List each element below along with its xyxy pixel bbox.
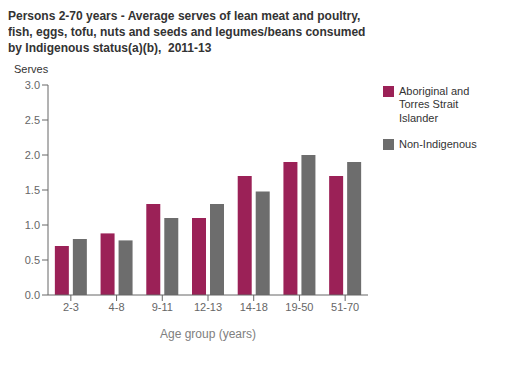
svg-text:1.0: 1.0	[25, 218, 40, 230]
svg-text:2-3: 2-3	[63, 300, 79, 312]
html-text:Non-Indigenous: Non-Indigenous	[399, 137, 477, 150]
svg-text:51-70: 51-70	[331, 300, 359, 312]
svg-text:19-50: 19-50	[285, 300, 313, 312]
svg-text:14-18: 14-18	[240, 300, 268, 312]
svg-text:2.5: 2.5	[25, 113, 40, 125]
html-text:Serves: Serves	[14, 62, 49, 75]
svg-text:Age group (years): Age group (years)	[160, 327, 256, 341]
svg-text:12-13: 12-13	[194, 300, 222, 312]
html-text:Persons 2-70 years - Average s: Persons 2-70 years - Average serves of l…	[8, 9, 361, 23]
html-text:fish, eggs, tofu, nuts and see: fish, eggs, tofu, nuts and seeds and leg…	[8, 25, 366, 40]
svg-text:1.5: 1.5	[25, 183, 40, 195]
svg-text:2.0: 2.0	[25, 148, 40, 160]
html-text:Aboriginal and Torres Strait I: Aboriginal and Torres Strait Islander	[399, 84, 470, 125]
svg-text:3.0: 3.0	[25, 78, 40, 90]
svg-text:4-8: 4-8	[109, 300, 125, 312]
html-text:by Indigenous status(a)(b), 20: by Indigenous status(a)(b), 2011-13	[8, 41, 212, 56]
svg-text:0.5: 0.5	[25, 253, 40, 265]
svg-text:9-11: 9-11	[152, 300, 173, 312]
svg-text:0.0: 0.0	[25, 288, 40, 300]
